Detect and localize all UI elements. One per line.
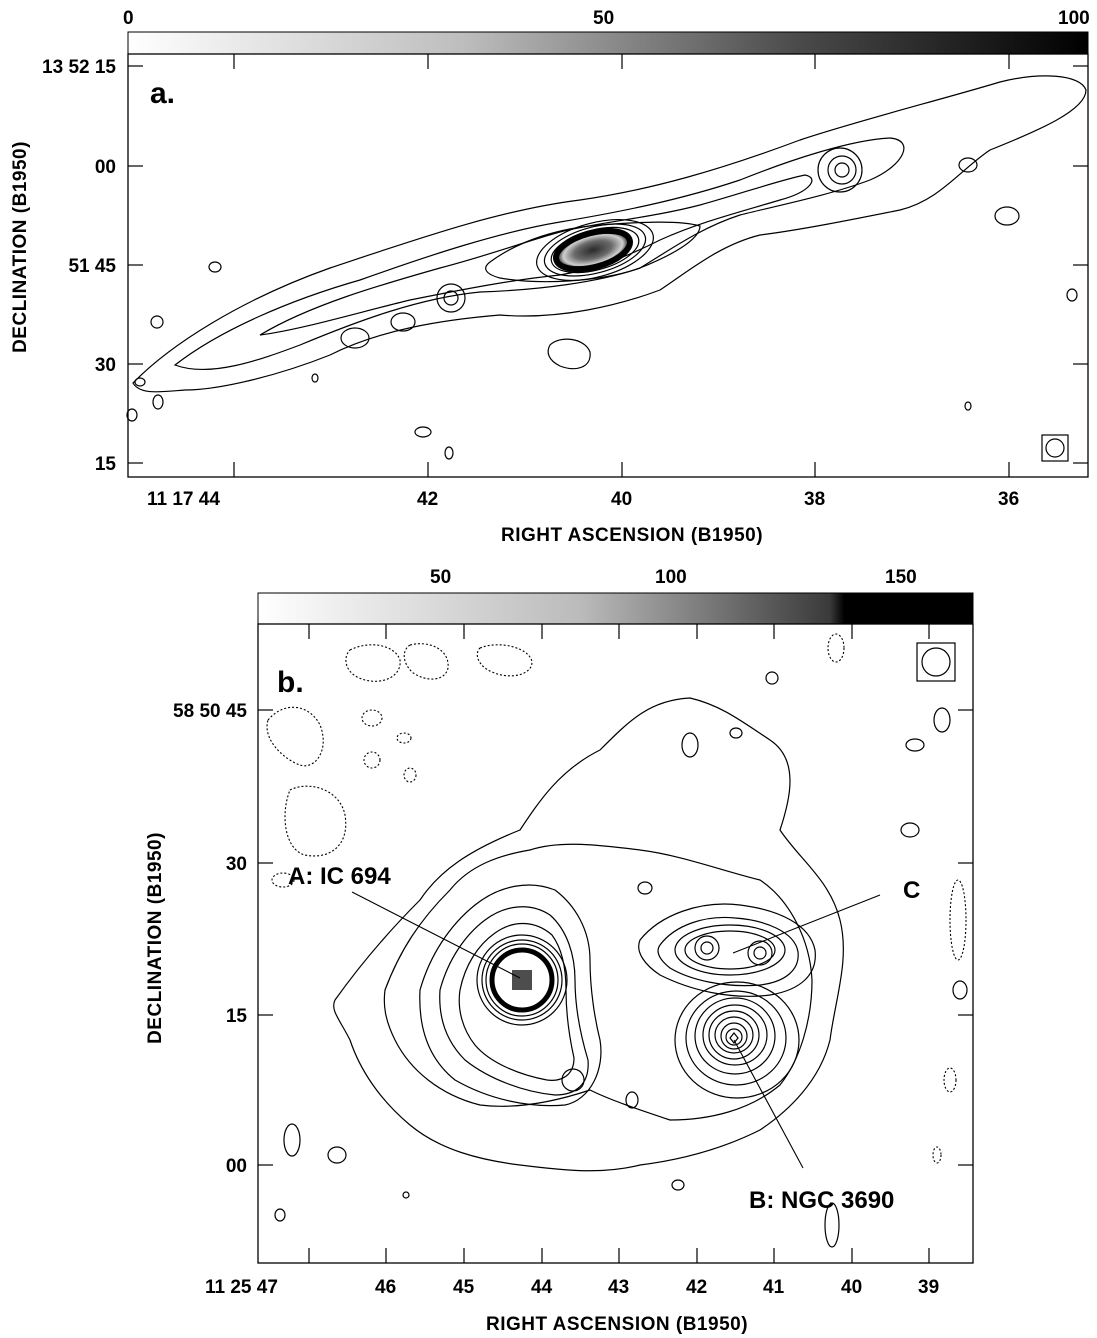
colorbar-a-tick-label: 50: [593, 8, 614, 29]
nucleus-b-core: [512, 970, 532, 990]
x-tick-label: 38: [804, 489, 825, 510]
contour-map-a: [126, 75, 1087, 460]
pointer-line-c: [732, 894, 881, 954]
nucleus-a: [553, 227, 633, 273]
x-tick-label: 40: [841, 1277, 862, 1298]
panel-label-a: a.: [150, 77, 175, 110]
colorbar-a: [127, 31, 1089, 55]
y-tick-label: 30: [95, 355, 116, 376]
colorbar-a-tick-label: 0: [123, 8, 134, 29]
x-tick-label: 45: [453, 1277, 475, 1298]
x-tick-label: 36: [998, 489, 1019, 510]
y-tick-label: 00: [95, 157, 116, 178]
source-label-ngc3690: B: NGC 3690: [749, 1187, 894, 1214]
x-axis-title: RIGHT ASCENSION (B1950): [486, 1314, 748, 1335]
colorbar-b-tick-label: 50: [430, 567, 451, 588]
x-tick-label: 44: [531, 1277, 553, 1298]
colorbar-b-tick-label: 100: [655, 567, 687, 588]
contour-map-b: [266, 633, 968, 1248]
source-label-ic694: A: IC 694: [288, 863, 391, 890]
y-tick-label: 13 52 15: [42, 57, 116, 78]
x-tick-label: 39: [918, 1277, 939, 1298]
x-axis-title: RIGHT ASCENSION (B1950): [501, 525, 763, 546]
source-label-c: C: [903, 877, 920, 904]
panel-a: 0 50 100 11 17 44 42 40 38 36 13 52 15 0…: [10, 8, 1090, 546]
y-axis-title: DECLINATION (B1950): [10, 141, 31, 353]
x-tick-label: 11 17 44: [147, 489, 220, 510]
y-tick-label: 51 45: [68, 256, 116, 277]
ticks-b: [258, 624, 973, 1263]
colorbar-b: [257, 592, 974, 625]
x-tick-label: 41: [763, 1277, 785, 1298]
x-tick-label: 42: [686, 1277, 707, 1298]
y-tick-label: 58 50 45: [173, 701, 247, 722]
panel-b: 50 100 150 11 25 47 46 45 44 43 42 41: [145, 567, 974, 1335]
y-tick-label: 15: [95, 454, 117, 475]
source-annotations: A: IC 694 C B: NGC 3690: [288, 863, 920, 1214]
ticks-a: [128, 54, 1088, 477]
beam-indicator-b: [916, 642, 956, 682]
x-tick-label: 42: [417, 489, 438, 510]
pointer-line-a: [351, 891, 521, 979]
x-tick-label: 43: [608, 1277, 629, 1298]
plot-frame-b: [257, 623, 974, 1264]
y-tick-label: 30: [226, 854, 247, 875]
pointer-line-b: [733, 1039, 804, 1169]
panel-label-b: b.: [277, 666, 304, 699]
beam-indicator-a: [1041, 434, 1069, 462]
y-axis-title: DECLINATION (B1950): [145, 832, 166, 1044]
colorbar-b-tick-label: 150: [885, 567, 917, 588]
y-tick-label: 00: [226, 1156, 247, 1177]
x-tick-label: 11 25 47: [205, 1277, 278, 1298]
x-tick-label: 40: [611, 489, 632, 510]
colorbar-a-tick-label: 100: [1058, 8, 1090, 29]
x-tick-label: 46: [375, 1277, 396, 1298]
y-tick-label: 15: [226, 1006, 248, 1027]
